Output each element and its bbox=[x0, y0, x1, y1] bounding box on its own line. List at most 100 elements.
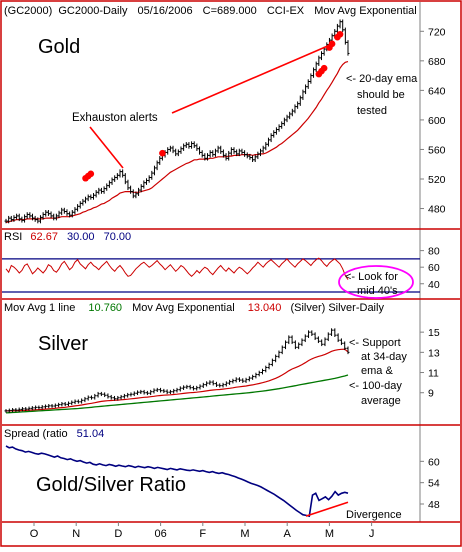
silver-price-bar-18 bbox=[63, 402, 67, 407]
silver-price-bar-17 bbox=[60, 402, 64, 407]
silver-price-bar-30 bbox=[103, 392, 107, 398]
silver-ma1-line-group bbox=[5, 374, 349, 414]
silver-ema-line-group bbox=[6, 348, 349, 412]
silver-price-bar-13 bbox=[47, 404, 51, 409]
silver-price-bar-16 bbox=[57, 402, 61, 408]
silver-price-bar-39 bbox=[132, 391, 136, 397]
rsi-callout-circle bbox=[338, 265, 414, 299]
silver-price-bar-19 bbox=[66, 401, 70, 407]
silver-price-bar-52 bbox=[175, 387, 179, 393]
silver-price-bar-24 bbox=[83, 396, 87, 403]
silver-price-bar-63 bbox=[211, 380, 215, 386]
silver-price-bar-14 bbox=[50, 404, 54, 408]
rsi-annotation-2: mid 40's bbox=[357, 285, 398, 297]
silver-ma1-value: 10.760 bbox=[88, 302, 122, 314]
silver-price-bar-75 bbox=[251, 374, 255, 380]
rsi-y-tick-label: 60 bbox=[428, 262, 440, 274]
silver-price-bar-4 bbox=[17, 407, 21, 412]
silver-annotation-4: <- 100-day bbox=[349, 380, 402, 392]
silver-price-bar-60 bbox=[201, 382, 205, 388]
ratio-title: Gold/Silver Ratio bbox=[36, 474, 186, 496]
rsi-y-tick-label: 80 bbox=[428, 246, 440, 258]
x-tick-label: J bbox=[369, 528, 375, 540]
header-legend: (GC2000) GC2000-Daily 05/16/2006 C=689.0… bbox=[4, 5, 417, 17]
silver-y-tick-label: 13 bbox=[428, 347, 440, 359]
x-tick-label: D bbox=[114, 528, 122, 540]
silver-price-bar-40 bbox=[136, 390, 140, 396]
silver-price-bar-77 bbox=[257, 370, 261, 377]
silver-price-bar-86 bbox=[287, 335, 291, 345]
rsi-label: RSI bbox=[4, 231, 22, 243]
silver-price-bar-53 bbox=[178, 386, 182, 392]
header-overlay: Mov Avg Exponential bbox=[314, 5, 417, 17]
gold-alert-dot bbox=[320, 64, 328, 72]
silver-price-bar-66 bbox=[221, 382, 225, 388]
silver-price-bar-45 bbox=[152, 388, 156, 394]
silver-price-bar-31 bbox=[106, 393, 110, 399]
silver-price-bar-51 bbox=[172, 388, 176, 394]
silver-price-bar-48 bbox=[162, 388, 166, 394]
silver-price-bar-38 bbox=[129, 392, 133, 397]
silver-title: Silver bbox=[38, 333, 88, 355]
rsi-annotation-1: <- Look for bbox=[345, 271, 398, 283]
gold-y-tick-label: 680 bbox=[428, 56, 446, 68]
silver-price-bar-1 bbox=[7, 408, 11, 413]
silver-price-bar-93 bbox=[310, 330, 314, 336]
gold-y-tick-label: 640 bbox=[428, 85, 446, 97]
rsi-value: 62.67 bbox=[30, 231, 58, 243]
silver-price-bar-76 bbox=[254, 372, 258, 379]
x-tick-label: N bbox=[72, 528, 80, 540]
silver-price-bar-3 bbox=[14, 408, 18, 412]
rsi-low: 30.00 bbox=[67, 231, 95, 243]
silver-price-bar-50 bbox=[168, 389, 172, 395]
gold-title: Gold bbox=[38, 36, 80, 58]
silver-price-bar-71 bbox=[237, 377, 241, 382]
silver-price-bar-82 bbox=[274, 354, 278, 363]
header-close: C=689.000 bbox=[203, 5, 257, 17]
ratio-label: Spread (ratio bbox=[4, 428, 68, 440]
rsi-high: 70.00 bbox=[104, 231, 132, 243]
silver-price-bar-87 bbox=[290, 335, 294, 345]
silver-price-bar-100 bbox=[333, 328, 337, 337]
silver-price-bar-99 bbox=[330, 328, 334, 336]
silver-price-bar-68 bbox=[228, 379, 232, 385]
rsi-y-tick-label: 40 bbox=[428, 279, 440, 291]
silver-price-bar-62 bbox=[208, 380, 212, 385]
silver-ema-line bbox=[6, 348, 349, 412]
gold-y-tick-label: 600 bbox=[428, 115, 446, 127]
ratio-y-tick-label: 60 bbox=[428, 456, 440, 468]
gold-y-tick-label: 720 bbox=[428, 26, 446, 38]
silver-price-bar-56 bbox=[188, 384, 192, 390]
silver-price-bar-78 bbox=[261, 368, 264, 375]
silver-price-bar-2 bbox=[11, 408, 15, 413]
silver-price-bar-83 bbox=[277, 350, 281, 359]
x-tick-label: M bbox=[325, 528, 334, 540]
silver-price-bar-8 bbox=[30, 406, 34, 411]
x-tick-labels: O N D 06 F M A M J bbox=[30, 522, 375, 540]
silver-price-bar-80 bbox=[267, 362, 271, 370]
silver-ema-value: 13.040 bbox=[248, 302, 282, 314]
silver-price-bar-89 bbox=[297, 342, 301, 350]
ratio-divergence-line bbox=[305, 501, 349, 517]
gold-alert-dot bbox=[159, 149, 166, 157]
ratio-y-tick-label: 48 bbox=[428, 499, 440, 511]
gold-y-tick-label: 480 bbox=[428, 204, 446, 216]
silver-price-bar-10 bbox=[37, 405, 41, 410]
gold-annotation-ema-1: <- 20-day ema bbox=[346, 73, 418, 85]
gold-annotation-alerts: Exhauston alerts bbox=[72, 112, 158, 124]
gold-alert-dot bbox=[336, 30, 344, 38]
silver-price-bar-20 bbox=[70, 400, 74, 406]
silver-price-bar-95 bbox=[316, 336, 320, 344]
ratio-y-tick-label: 54 bbox=[428, 478, 440, 490]
silver-price-bars bbox=[4, 328, 350, 413]
ratio-panel-group bbox=[5, 445, 349, 518]
silver-price-bar-15 bbox=[53, 403, 57, 408]
silver-price-bar-36 bbox=[122, 393, 126, 399]
x-tick-label: M bbox=[240, 528, 249, 540]
ratio-value: 51.04 bbox=[77, 428, 105, 440]
silver-price-bar-85 bbox=[284, 340, 288, 350]
silver-price-bar-101 bbox=[336, 333, 340, 343]
